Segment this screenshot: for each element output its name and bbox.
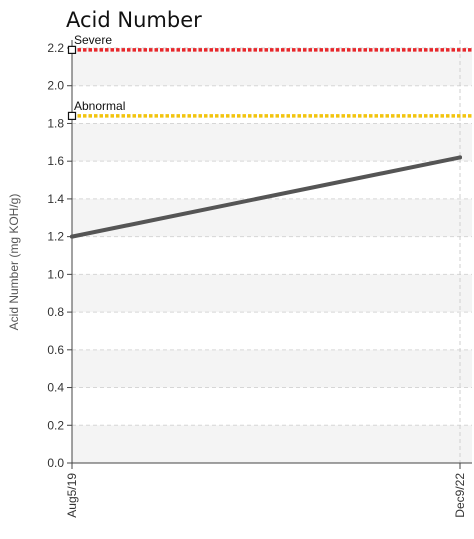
y-tick-label: 0.2 [47, 418, 64, 432]
plot-band [72, 123, 472, 162]
plot-background-bands [72, 48, 472, 463]
plot-band [72, 349, 472, 388]
data-series [70, 155, 462, 239]
y-tick-label: 1.2 [47, 230, 64, 244]
plot-band [72, 198, 472, 237]
y-tick-label: 1.0 [47, 267, 64, 281]
data-point [458, 155, 462, 160]
y-tick-label: 0.4 [47, 381, 64, 395]
y-tick-label: 2.0 [47, 79, 64, 93]
reference-lines: Severe Abnormal [67, 33, 472, 121]
y-tick-label: 0.0 [47, 456, 64, 470]
y-axis-label: Acid Number (mg KOH/g) [7, 194, 21, 331]
y-axis-ticks: 0.0 0.2 0.4 0.6 0.8 1.0 1.2 1.4 1.6 1.8 2.0 2.2 [47, 41, 72, 470]
series-line [70, 155, 462, 239]
y-tick-label: 0.6 [47, 343, 64, 357]
y-tick-label: 1.8 [47, 116, 64, 130]
grid-lines [71, 40, 472, 463]
plot-band [72, 274, 472, 313]
reference-label-severe: Severe [74, 33, 112, 47]
x-axis-ticks: Aug5/19 Dec9/22 [65, 463, 467, 518]
data-point [70, 234, 74, 239]
reference-marker-abnormal [67, 111, 77, 121]
reference-marker-severe [67, 45, 77, 54]
y-tick-label: 1.6 [47, 154, 64, 168]
chart-title: Acid Number [66, 8, 202, 32]
x-tick-label: Aug5/19 [65, 473, 79, 518]
axes [71, 40, 472, 464]
x-tick-label: Dec9/22 [453, 473, 467, 518]
plot-band [72, 425, 472, 463]
y-tick-label: 0.8 [47, 305, 64, 319]
y-tick-label: 2.2 [47, 41, 64, 55]
reference-label-abnormal: Abnormal [74, 99, 125, 113]
y-tick-label: 1.4 [47, 192, 64, 206]
plot-band [72, 48, 472, 86]
